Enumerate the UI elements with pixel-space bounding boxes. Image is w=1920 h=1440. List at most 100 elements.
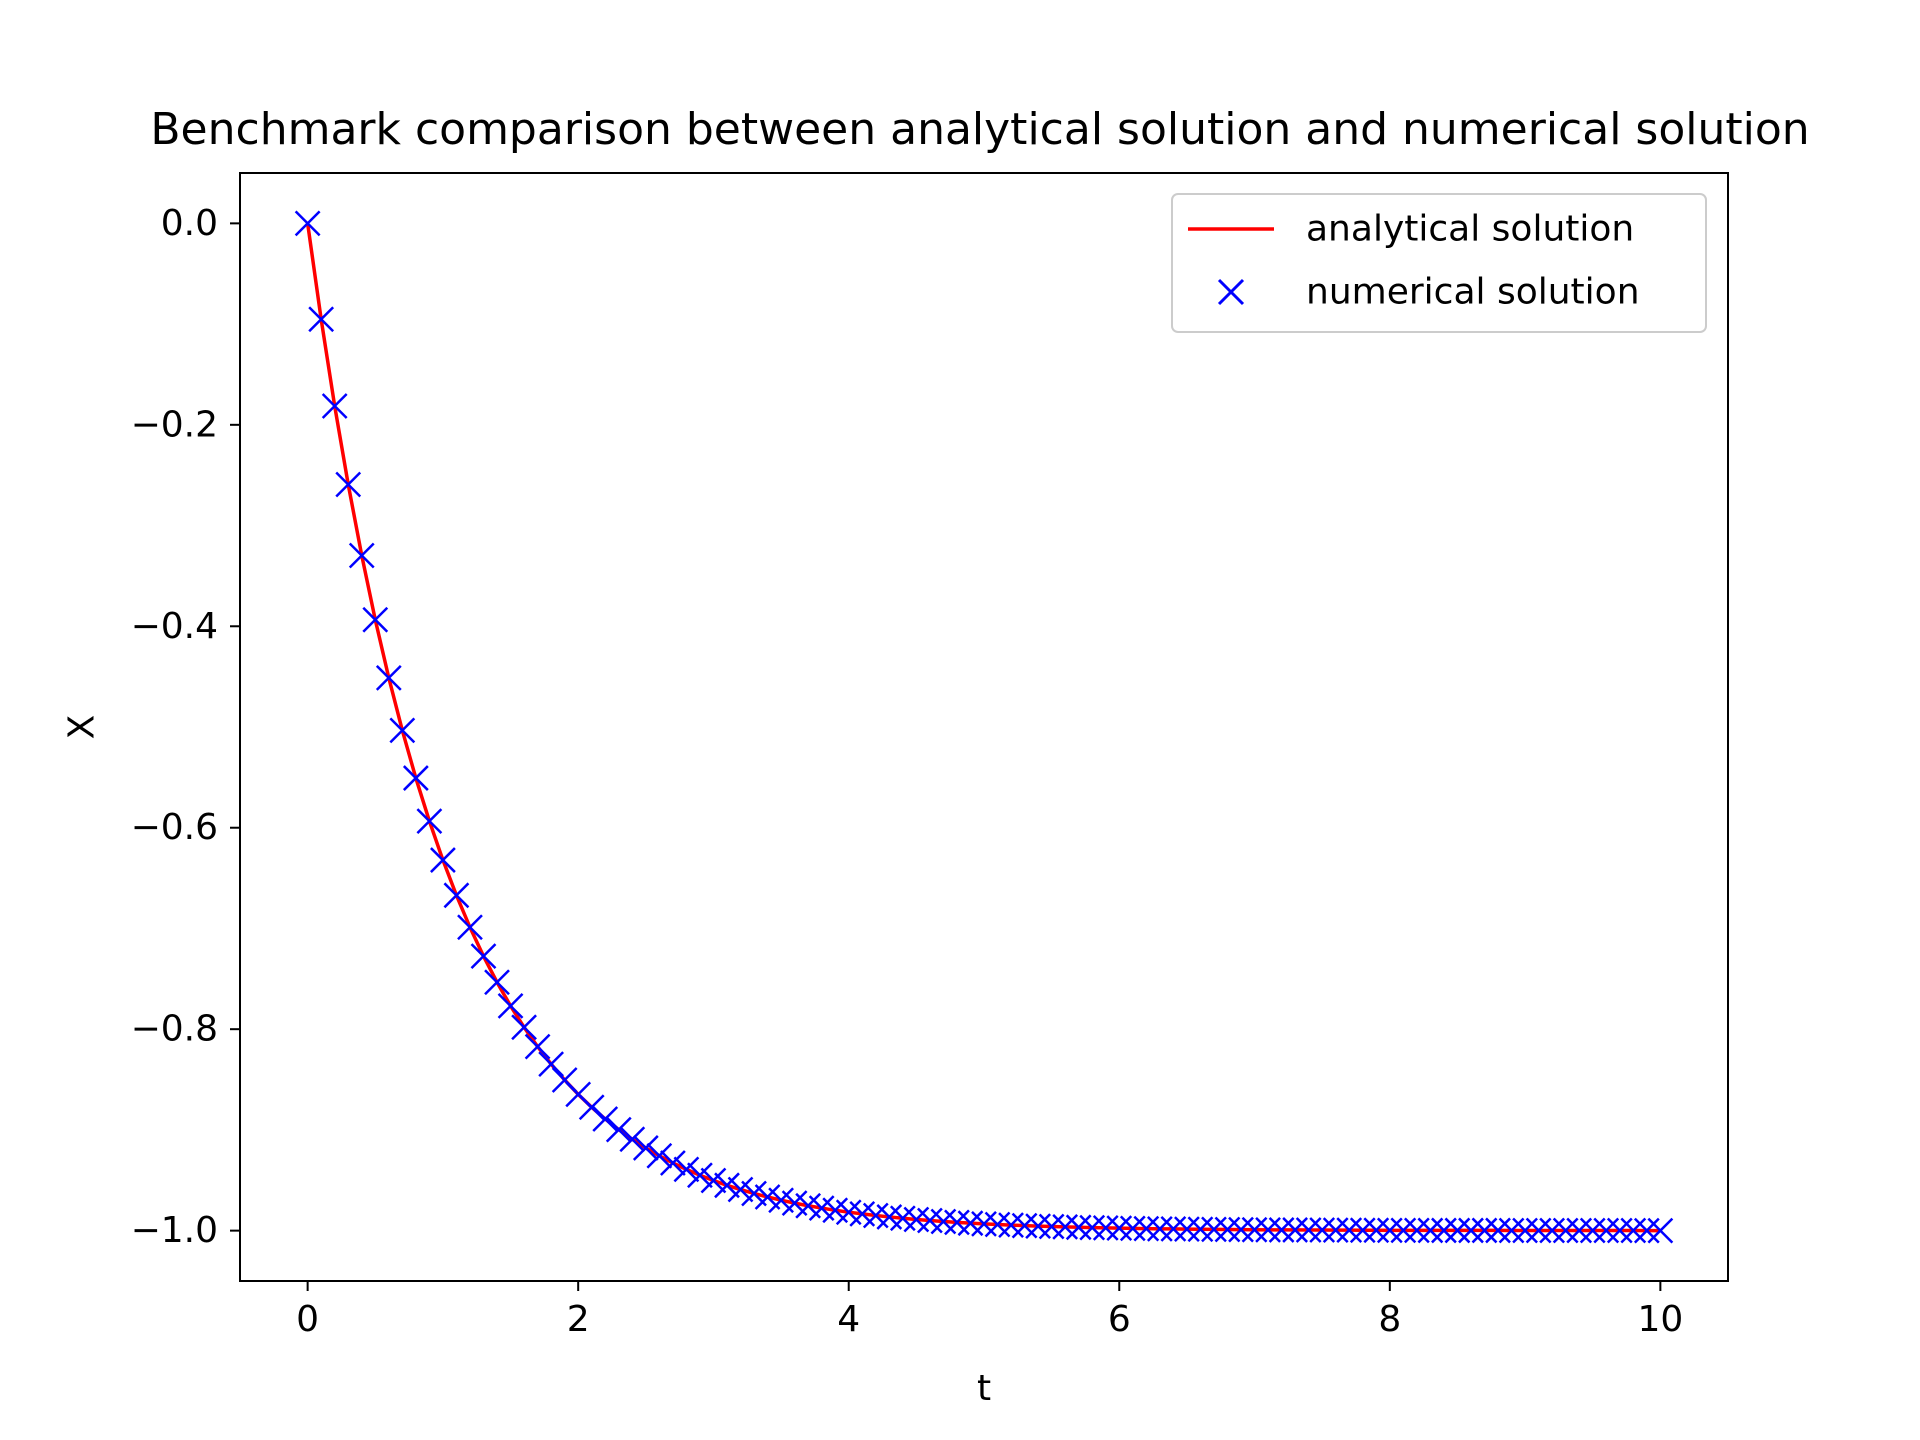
numerical-solution-marker [1228,1216,1254,1243]
plot-area [294,210,1674,1244]
numerical-solution-marker [619,1126,646,1153]
chart-title: Benchmark comparison between analytical … [150,104,1809,155]
numerical-solution-marker [1038,1213,1065,1240]
numerical-solution-marker [457,914,483,941]
numerical-solution-marker [375,664,402,691]
numerical-solution-marker [1255,1216,1281,1243]
numerical-solution-marker [1444,1217,1471,1244]
numerical-solution-marker [998,1212,1024,1238]
y-tick-label: −0.2 [131,404,218,445]
numerical-solution-marker [1079,1214,1106,1241]
numerical-solution-marker [538,1051,565,1078]
numerical-solution-marker [430,847,456,873]
numerical-solution-marker [1606,1217,1633,1244]
x-tick-label: 2 [567,1299,590,1340]
y-axis-ticks: 0.0 −0.2 −0.4 −0.6 −0.8 −1.0 [131,203,240,1251]
numerical-solution-marker [524,1033,551,1060]
numerical-solution-marker [605,1116,632,1143]
numerical-solution-marker [1498,1217,1525,1244]
numerical-solution-marker [1241,1216,1268,1243]
numerical-solution-marker [646,1142,673,1169]
numerical-solution-marker [700,1167,727,1194]
numerical-solution-marker [1471,1217,1498,1244]
numerical-solution-marker [321,393,348,419]
numerical-solution-marker [402,765,429,791]
legend-marker-swatch [1217,278,1245,306]
numerical-solution-marker [497,993,524,1019]
numerical-solution-marker [416,808,443,834]
x-tick-label: 0 [296,1299,319,1340]
numerical-solution-marker [687,1162,713,1189]
numerical-solution-marker [1620,1217,1647,1244]
numerical-solution-marker [484,969,510,996]
x-tick-label: 4 [837,1299,860,1340]
numerical-solution-marker [1282,1217,1309,1243]
numerical-solution-marker [1309,1217,1336,1243]
numerical-solution-marker [470,943,497,970]
legend-label-numerical: numerical solution [1306,272,1640,313]
numerical-solution-marker [659,1150,686,1176]
numerical-solution-marker [1349,1217,1376,1244]
y-tick-label: −1.0 [131,1210,218,1251]
numerical-solution-marker [1187,1216,1214,1243]
numerical-solution-marker [1579,1217,1606,1244]
numerical-solution-marker [1052,1214,1079,1240]
x-axis-ticks: 0 2 4 6 8 10 [296,1281,1683,1340]
numerical-solution-marker [1146,1215,1173,1242]
legend-box [1171,193,1707,333]
numerical-solution-marker [1214,1216,1241,1243]
numerical-solution-marker [1119,1215,1146,1242]
numerical-solution-marker [389,717,416,744]
numerical-solution-marker [1539,1217,1566,1244]
numerical-solution-marker [1092,1215,1119,1241]
numerical-solution-marker [511,1014,537,1041]
numerical-solution-marker [971,1211,997,1237]
numerical-solution-marker [1431,1217,1457,1244]
numerical-solution-marker [335,471,362,498]
numerical-solution-marker [1485,1217,1511,1244]
numerical-solution-marker [1322,1217,1349,1244]
x-tick-label: 10 [1637,1299,1683,1340]
x-tick-label: 6 [1108,1299,1131,1340]
numerical-solution-marker [308,306,335,333]
numerical-solution-marker [1133,1215,1160,1242]
numerical-solution-marker [1106,1215,1133,1242]
legend-label-analytical: analytical solution [1306,209,1634,250]
numerical-solution-marker [1458,1217,1484,1244]
numerical-solution-marker [632,1135,659,1161]
numerical-solution-marker [443,882,470,909]
numerical-solution-marker [1336,1217,1363,1244]
numerical-solution-marker [673,1156,700,1183]
numerical-solution-marker [1525,1217,1552,1244]
numerical-solution-marker [1295,1217,1322,1243]
numerical-solution-marker [362,606,389,633]
numerical-solution-marker [1268,1217,1295,1243]
numerical-solution-marker [1201,1216,1227,1243]
numerical-solution-marker [1403,1217,1430,1244]
numerical-solution-marker [1025,1213,1051,1239]
numerical-solution-marker [1512,1217,1538,1244]
y-axis-label: X [62,715,103,740]
y-tick-label: 0.0 [161,203,218,244]
numerical-solution-marker [1065,1214,1092,1241]
numerical-solution-marker [1552,1217,1579,1244]
y-tick-label: −0.8 [131,1009,218,1050]
numerical-solution-marker [1593,1217,1620,1244]
numerical-solution-marker [1647,1217,1674,1244]
x-tick-label: 8 [1378,1299,1401,1340]
numerical-solution-marker [1174,1216,1200,1243]
numerical-solution-marker [1566,1217,1593,1244]
y-tick-label: −0.4 [131,606,218,647]
x-axis-label: t [977,1368,991,1409]
numerical-solution-marker [294,210,321,237]
numerical-solution-marker [1160,1216,1187,1242]
numerical-solution-marker [1376,1217,1403,1244]
axes-frame [239,172,1729,1282]
numerical-solution-marker [592,1106,619,1132]
numerical-solution-marker [1633,1217,1660,1244]
numerical-solution-marker [984,1211,1011,1238]
numerical-solution-marker [1390,1217,1417,1244]
numerical-solution-marker [1011,1212,1038,1239]
legend: analytical solution numerical solution [1171,193,1707,333]
numerical-solution-marker [1363,1217,1390,1244]
